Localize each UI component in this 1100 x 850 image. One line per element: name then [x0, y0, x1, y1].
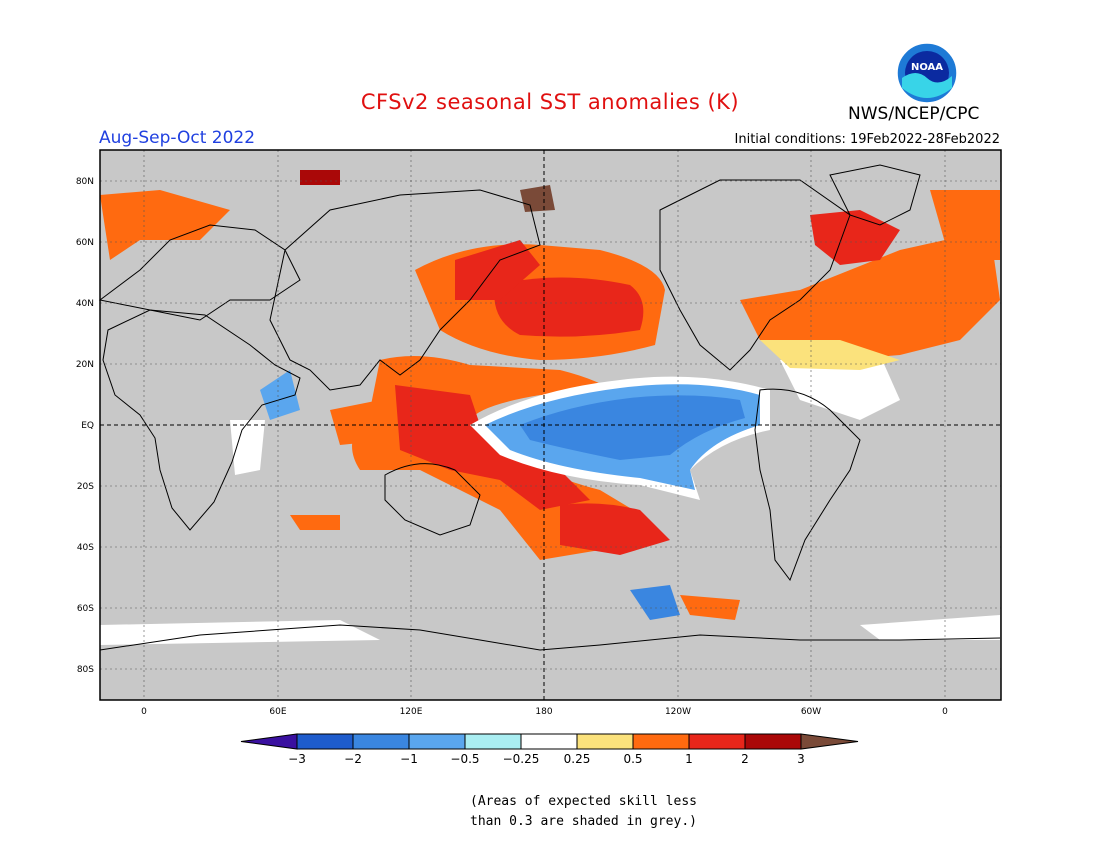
arctic-warm-area-west: [100, 190, 230, 260]
agency-label: NWS/NCEP/CPC: [848, 104, 980, 124]
colorbar-label: −2: [344, 752, 362, 766]
southern-ocean-cold-area: [630, 585, 680, 620]
south-america-coastline: [754, 388, 861, 582]
indian-ocean-neutral-area: [230, 420, 265, 475]
pacific-cold-tongue-core: [520, 395, 745, 460]
lon-label: 120W: [665, 707, 691, 717]
latitude-labels: 80N 60N 40N 20N EQ 20S 40S 60S 80S: [76, 177, 94, 675]
lat-label: 80N: [76, 177, 94, 187]
colorbar-box: [688, 733, 746, 750]
atlantic-yellow-area: [760, 340, 900, 370]
south-atlantic-warm-area: [290, 515, 340, 530]
lat-label: EQ: [81, 421, 94, 431]
kuroshio-warm-area: [455, 240, 540, 300]
lat-label: 20N: [76, 360, 94, 370]
colorbar-label: 3: [797, 752, 805, 766]
map-frame: [99, 149, 1002, 701]
lon-label: 0: [942, 707, 948, 717]
lon-label: 120E: [400, 707, 423, 717]
south-pacific-warm-area: [560, 503, 670, 555]
anomaly-shading: [100, 170, 1000, 645]
antarctic-neutral-band-right: [860, 615, 1000, 640]
colorbar-label: −3: [288, 752, 306, 766]
initial-conditions-label: Initial conditions: 19Feb2022-28Feb2022: [734, 132, 1000, 147]
lat-label: 40S: [77, 543, 94, 553]
lon-label: 180: [535, 707, 552, 717]
europe-coastline: [98, 224, 301, 321]
antarctica-coastline: [99, 624, 1001, 651]
lat-label: 60S: [77, 604, 94, 614]
lat-label: 80S: [77, 665, 94, 675]
colorbar-label: 1: [685, 752, 693, 766]
lon-label: 0: [141, 707, 147, 717]
colorbar-box: [464, 733, 522, 750]
north-atlantic-warm-area: [740, 230, 1000, 360]
arctic-warm-area-east: [930, 190, 1000, 260]
colorbar-box: [744, 733, 802, 750]
atlantic-neutral-area: [780, 355, 900, 420]
chart-title: CFSv2 seasonal SST anomalies (K): [360, 90, 740, 114]
lat-label: 20S: [77, 482, 94, 492]
lat-label: 40N: [76, 299, 94, 309]
colorbar-label: 0.5: [623, 752, 642, 766]
colorbar-label: 0.25: [564, 752, 591, 766]
colorbar-boxes: [240, 733, 859, 750]
lat-label: 60N: [76, 238, 94, 248]
colorbar-box: [632, 733, 690, 750]
colorbar-label: −0.5: [450, 752, 479, 766]
colorbar-label: −1: [400, 752, 418, 766]
colorbar-box: [576, 733, 634, 750]
lon-label: 60E: [269, 707, 286, 717]
greenland-coastline: [829, 164, 921, 226]
bering-area: [520, 185, 555, 212]
svg-text:NOAA: NOAA: [911, 62, 943, 73]
colorbar-label: −0.25: [503, 752, 540, 766]
colorbar-end-low: [240, 733, 298, 750]
africa-coastline: [102, 309, 301, 531]
australia-coastline: [384, 463, 481, 536]
colorbar-box: [520, 733, 578, 750]
noaa-logo-icon: NOAA: [896, 42, 958, 104]
colorbar-box: [296, 733, 354, 750]
indian-ocean-warm-area: [330, 400, 390, 445]
colorbar-box: [352, 733, 410, 750]
colorbar-box: [408, 733, 466, 750]
colorbar-end-high: [800, 733, 859, 750]
asia-coastline: [269, 189, 541, 391]
season-label: Aug-Sep-Oct 2022: [99, 128, 256, 148]
north-pacific-strong-warm-area: [494, 277, 644, 337]
colorbar-labels: −3 −2 −1 −0.5 −0.25 0.25 0.5 1 2 3: [288, 752, 805, 766]
skill-note-line2: than 0.3 are shaded in grey.): [470, 814, 697, 829]
indian-ocean-cold-area: [260, 370, 300, 420]
longitude-labels: 0 60E 120E 180 120W 60W 0: [141, 707, 948, 717]
north-america-coastline: [659, 179, 851, 371]
skill-note: (Areas of expected skill less than 0.3 a…: [470, 792, 730, 832]
skill-note-line1: (Areas of expected skill less: [470, 794, 697, 809]
coastlines: [98, 164, 1001, 651]
southern-ocean-warm-area: [680, 595, 740, 620]
lon-label: 60W: [801, 707, 821, 717]
colorbar-label: 2: [741, 752, 749, 766]
